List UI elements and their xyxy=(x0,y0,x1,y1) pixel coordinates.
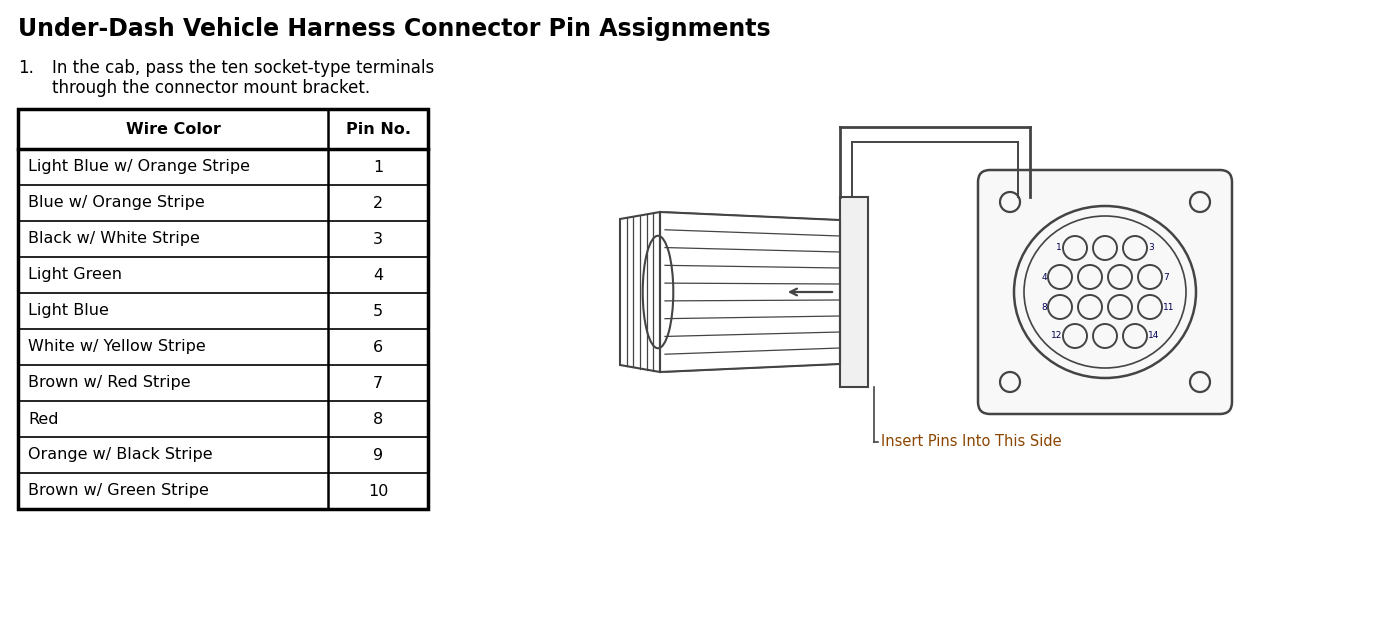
Text: 9: 9 xyxy=(373,448,383,463)
Text: 5: 5 xyxy=(373,303,383,319)
Text: 4: 4 xyxy=(373,268,383,283)
Text: 7: 7 xyxy=(373,376,383,391)
Text: Orange w/ Black Stripe: Orange w/ Black Stripe xyxy=(28,448,213,463)
Text: Under-Dash Vehicle Harness Connector Pin Assignments: Under-Dash Vehicle Harness Connector Pin… xyxy=(18,17,771,41)
Text: Brown w/ Green Stripe: Brown w/ Green Stripe xyxy=(28,483,209,498)
FancyBboxPatch shape xyxy=(978,170,1232,414)
Text: 4: 4 xyxy=(1042,273,1047,282)
Text: 2: 2 xyxy=(373,196,383,211)
Text: 7: 7 xyxy=(1163,273,1168,282)
Text: Insert Pins Into This Side: Insert Pins Into This Side xyxy=(881,435,1062,450)
Text: 14: 14 xyxy=(1148,332,1160,340)
Text: Pin No.: Pin No. xyxy=(345,122,410,137)
Text: Red: Red xyxy=(28,411,59,426)
Bar xyxy=(839,197,868,387)
Text: Black w/ White Stripe: Black w/ White Stripe xyxy=(28,231,200,246)
Text: 8: 8 xyxy=(373,411,383,426)
Text: Brown w/ Red Stripe: Brown w/ Red Stripe xyxy=(28,376,191,391)
Text: In the cab, pass the ten socket-type terminals: In the cab, pass the ten socket-type ter… xyxy=(52,59,435,77)
Text: 1: 1 xyxy=(1057,243,1062,253)
Text: through the connector mount bracket.: through the connector mount bracket. xyxy=(52,79,370,97)
Text: 8: 8 xyxy=(1042,302,1047,312)
Text: White w/ Yellow Stripe: White w/ Yellow Stripe xyxy=(28,339,206,354)
Text: 10: 10 xyxy=(367,483,388,498)
Text: 11: 11 xyxy=(1163,302,1175,312)
Text: Blue w/ Orange Stripe: Blue w/ Orange Stripe xyxy=(28,196,205,211)
Text: Light Blue w/ Orange Stripe: Light Blue w/ Orange Stripe xyxy=(28,159,250,174)
Text: 1.: 1. xyxy=(18,59,34,77)
Text: 3: 3 xyxy=(1148,243,1153,253)
Text: 6: 6 xyxy=(373,339,383,354)
Text: Light Blue: Light Blue xyxy=(28,303,109,319)
Text: Wire Color: Wire Color xyxy=(125,122,220,137)
Text: 1: 1 xyxy=(373,159,383,174)
Text: 12: 12 xyxy=(1051,332,1062,340)
Text: 3: 3 xyxy=(373,231,383,246)
Text: Light Green: Light Green xyxy=(28,268,122,283)
